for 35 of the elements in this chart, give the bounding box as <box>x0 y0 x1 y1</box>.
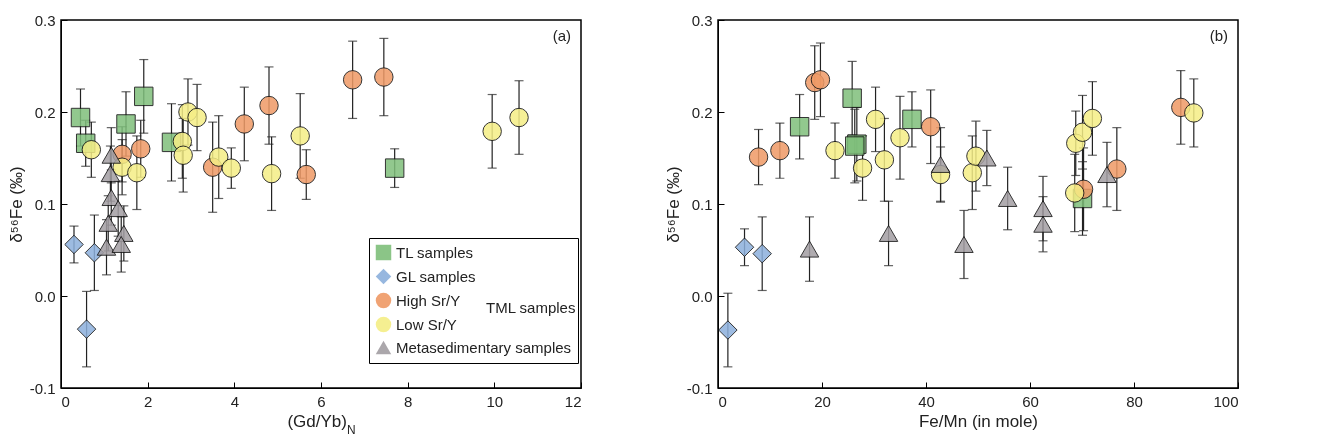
legend-label: Low Sr/Y <box>396 315 457 333</box>
y-tick-label: 0.3 <box>691 11 713 29</box>
x-tick-label: 0 <box>718 392 727 410</box>
y-tick-label: -0.1 <box>686 379 713 397</box>
y-tick-label: 0.0 <box>691 287 713 305</box>
legend-label: TL samples <box>396 243 473 261</box>
y-tick-label: 0.1 <box>34 195 56 213</box>
x-tick-label: 0 <box>61 392 70 410</box>
legend-label: GL samples <box>396 267 476 285</box>
x-tick-label: 100 <box>1213 392 1239 410</box>
annotation: (b) <box>1209 27 1228 44</box>
y-axis-title: δ⁵⁶Fe (‰) <box>6 166 26 243</box>
y-tick-label: 0.0 <box>34 287 56 305</box>
x-tick-label: 40 <box>918 392 935 410</box>
x-tick-label: 12 <box>564 392 582 410</box>
annotation: TML samples <box>486 299 576 316</box>
x-tick-label: 4 <box>230 392 240 410</box>
x-tick-label: 20 <box>814 392 831 410</box>
x-tick-label: 60 <box>1022 392 1039 410</box>
x-axis-title: Fe/Mn (in mole) <box>918 411 1039 431</box>
x-axis-title: (Gd/Yb)$_{N}$ <box>287 411 356 437</box>
y-tick-label: 0.2 <box>34 103 56 121</box>
legend-label: Metasedimentary samples <box>396 338 572 356</box>
legend-label: High Sr/Y <box>396 291 461 309</box>
y-axis-title: δ⁵⁶Fe (‰) <box>663 166 683 243</box>
x-tick-label: 10 <box>486 392 504 410</box>
x-tick-label: 8 <box>403 392 413 410</box>
y-tick-label: -0.1 <box>29 379 56 397</box>
y-tick-label: 0.3 <box>34 11 56 29</box>
annotation: (a) <box>552 27 571 44</box>
y-tick-label: 0.2 <box>691 103 713 121</box>
x-tick-label: 80 <box>1126 392 1143 410</box>
y-tick-label: 0.1 <box>691 195 713 213</box>
x-tick-label: 2 <box>143 392 153 410</box>
x-tick-label: 6 <box>317 392 326 410</box>
